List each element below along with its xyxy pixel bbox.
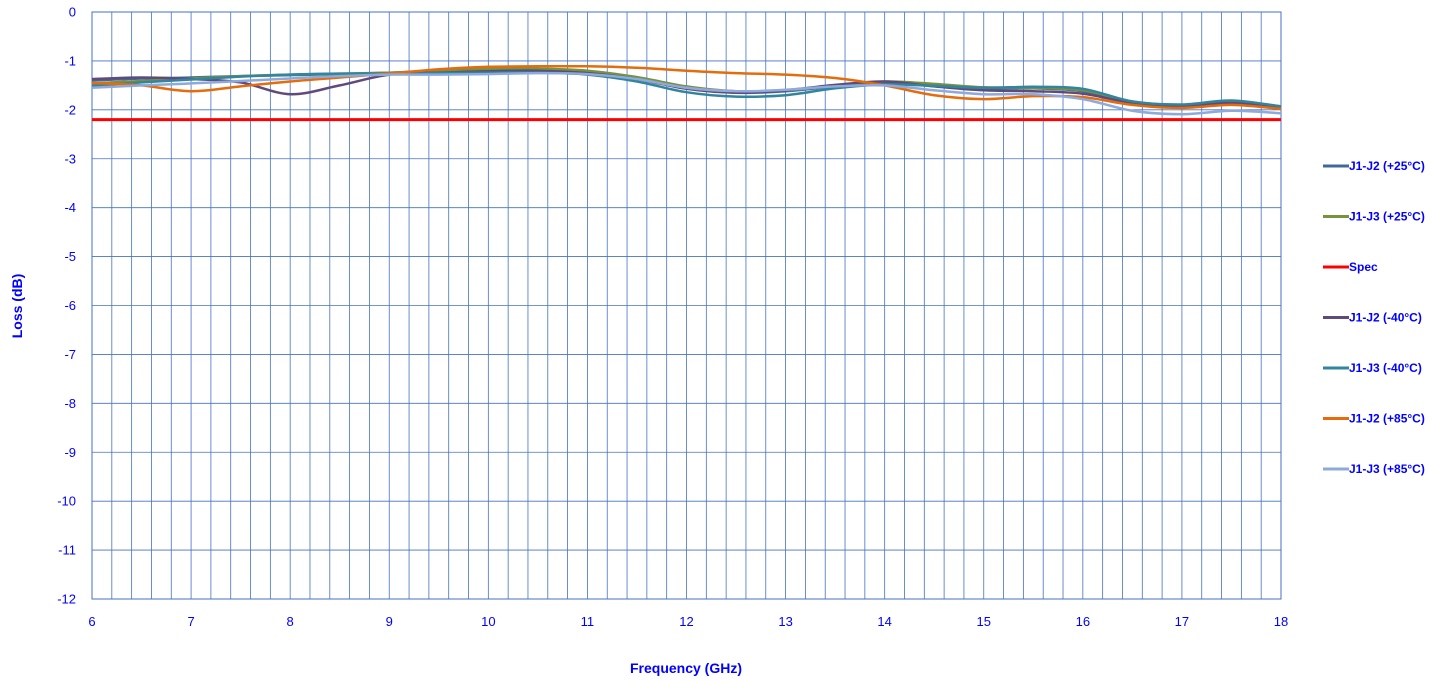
y-tick-label: -5 [64, 249, 76, 264]
x-tick-label: 12 [679, 614, 693, 629]
plot-area-border [91, 11, 1282, 600]
y-tick-label: -6 [64, 298, 76, 313]
legend-label: J1-J3 (-40°C) [1349, 361, 1422, 375]
y-tick-label: -1 [64, 53, 76, 68]
y-tick-label: 0 [69, 5, 76, 20]
x-tick-label: 6 [88, 614, 95, 629]
x-tick-label: 7 [187, 614, 194, 629]
x-tick-label: 15 [977, 614, 991, 629]
legend-label: Spec [1349, 260, 1378, 274]
legend-label: J1-J2 (-40°C) [1349, 311, 1422, 325]
y-tick-label: -11 [58, 543, 76, 558]
y-tick-label: -10 [57, 494, 76, 509]
y-tick-label: -2 [64, 102, 76, 117]
legend: J1-J2 (+25°C) J1-J3 (+25°C) Spec J1-J2 (-40… [1323, 159, 1425, 476]
legend-label: J1-J3 (+85°C) [1349, 462, 1425, 476]
x-axis-tick-labels: 6 7 8 9 10 11 12 13 14 15 16 17 18 [88, 614, 1288, 629]
x-tick-label: 18 [1274, 614, 1288, 629]
series-line-j1-j3-40-c [91, 71, 1282, 108]
y-tick-label: -3 [64, 151, 76, 166]
y-tick-label: -4 [64, 200, 76, 215]
x-tick-label: 16 [1076, 614, 1090, 629]
plot-frame [91, 11, 1282, 600]
y-tick-label: -9 [64, 445, 76, 460]
series-lines [91, 64, 1282, 122]
legend-label: J1-J3 (+25°C) [1349, 210, 1425, 224]
x-tick-label: 17 [1175, 614, 1189, 629]
y-tick-label: -12 [57, 592, 76, 607]
series-line-j1-j2-85-c [91, 64, 1282, 111]
x-tick-label: 11 [581, 614, 595, 629]
legend-label: J1-J2 (+85°C) [1349, 412, 1425, 426]
x-axis-title: Frequency (GHz) [630, 660, 742, 676]
y-axis-title: Loss (dB) [9, 274, 25, 339]
y-tick-label: -8 [64, 396, 76, 411]
series-line-j1-j3-85-c [91, 71, 1282, 116]
x-tick-label: 14 [877, 614, 891, 629]
x-tick-label: 10 [481, 614, 495, 629]
y-axis-tick-labels: 0 -1 -2 -3 -4 -5 -6 -7 -8 -9 -10 -11 -12 [57, 5, 76, 607]
legend-label: J1-J2 (+25°C) [1349, 159, 1425, 173]
x-tick-label: 13 [778, 614, 792, 629]
x-tick-label: 8 [287, 614, 294, 629]
x-tick-label: 9 [386, 614, 393, 629]
y-tick-label: -7 [64, 347, 76, 362]
